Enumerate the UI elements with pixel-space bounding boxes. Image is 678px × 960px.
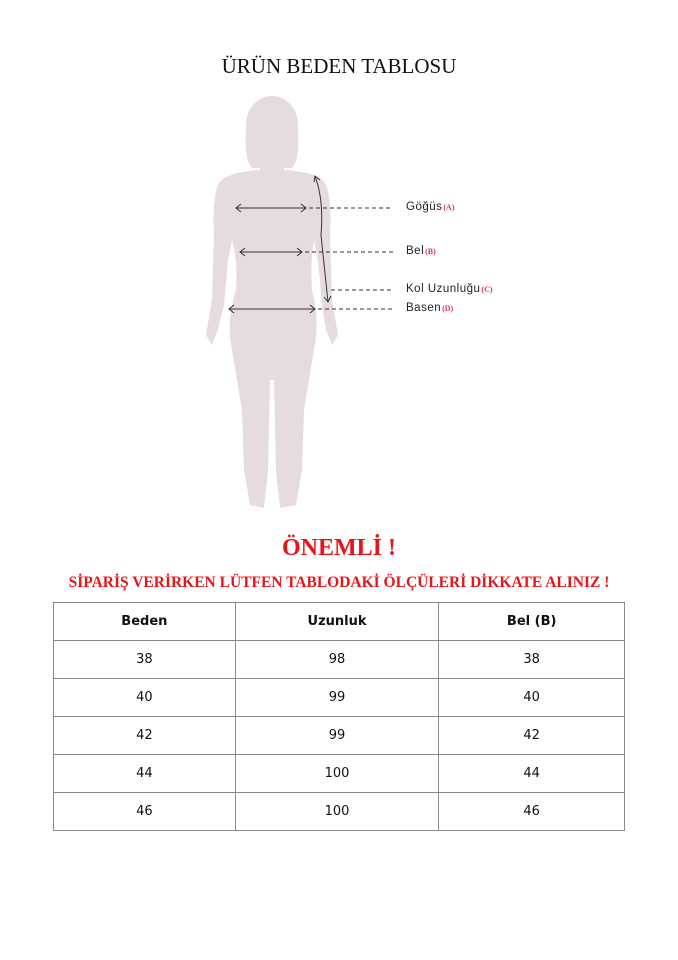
table-cell: 44 — [438, 754, 625, 793]
label-text: Basen — [406, 302, 442, 314]
table-cell: 40 — [438, 678, 625, 717]
label-text: Bel — [406, 245, 425, 257]
table-row: 40 99 40 — [53, 678, 625, 717]
table-header-row: Beden Uzunluk Bel (B) — [53, 602, 625, 641]
table-cell: 98 — [234, 640, 440, 679]
header-uzunluk: Uzunluk — [234, 602, 440, 641]
table-cell: 42 — [53, 716, 236, 755]
table-row: 46 100 46 — [53, 792, 625, 831]
label-code: (C) — [481, 285, 493, 294]
page-title: ÜRÜN BEDEN TABLOSU — [221, 54, 457, 78]
table-cell: 42 — [438, 716, 625, 755]
body-silhouette-diagram — [206, 96, 393, 508]
table-row: 38 98 38 — [53, 640, 625, 679]
table-cell: 99 — [234, 678, 440, 717]
table-cell: 46 — [438, 792, 625, 831]
table-row: 44 100 44 — [53, 754, 625, 793]
notice-text: SİPARİŞ VERİRKEN LÜTFEN TABLODAKİ ÖLÇÜLE… — [68, 574, 610, 591]
header-bel: Bel (B) — [438, 602, 625, 641]
label-kol-uzunlugu: Kol Uzunluğu(C) — [406, 283, 493, 295]
table-row: 42 99 42 — [53, 716, 625, 755]
label-code: (B) — [425, 247, 436, 256]
label-code: (D) — [442, 304, 454, 313]
label-text: Kol Uzunluğu — [406, 283, 481, 295]
table-cell: 44 — [53, 754, 236, 793]
table-cell: 40 — [53, 678, 236, 717]
label-text: Göğüs — [406, 201, 443, 213]
label-gogus: Göğüs(A) — [406, 201, 455, 213]
header-beden: Beden — [53, 602, 236, 641]
table-cell: 100 — [234, 792, 440, 831]
silhouette — [206, 96, 338, 508]
table-cell: 46 — [53, 792, 236, 831]
important-heading: ÖNEMLİ ! — [282, 535, 396, 561]
table-cell: 38 — [53, 640, 236, 679]
size-table: Beden Uzunluk Bel (B) 38 98 38 40 99 40 42 99 42… — [53, 602, 625, 831]
measurement-lines — [228, 175, 393, 314]
label-code: (A) — [443, 203, 455, 212]
label-bel: Bel(B) — [406, 245, 436, 257]
table-cell: 38 — [438, 640, 625, 679]
table-cell: 99 — [234, 716, 440, 755]
table-cell: 100 — [234, 754, 440, 793]
label-basen: Basen(D) — [406, 302, 453, 314]
